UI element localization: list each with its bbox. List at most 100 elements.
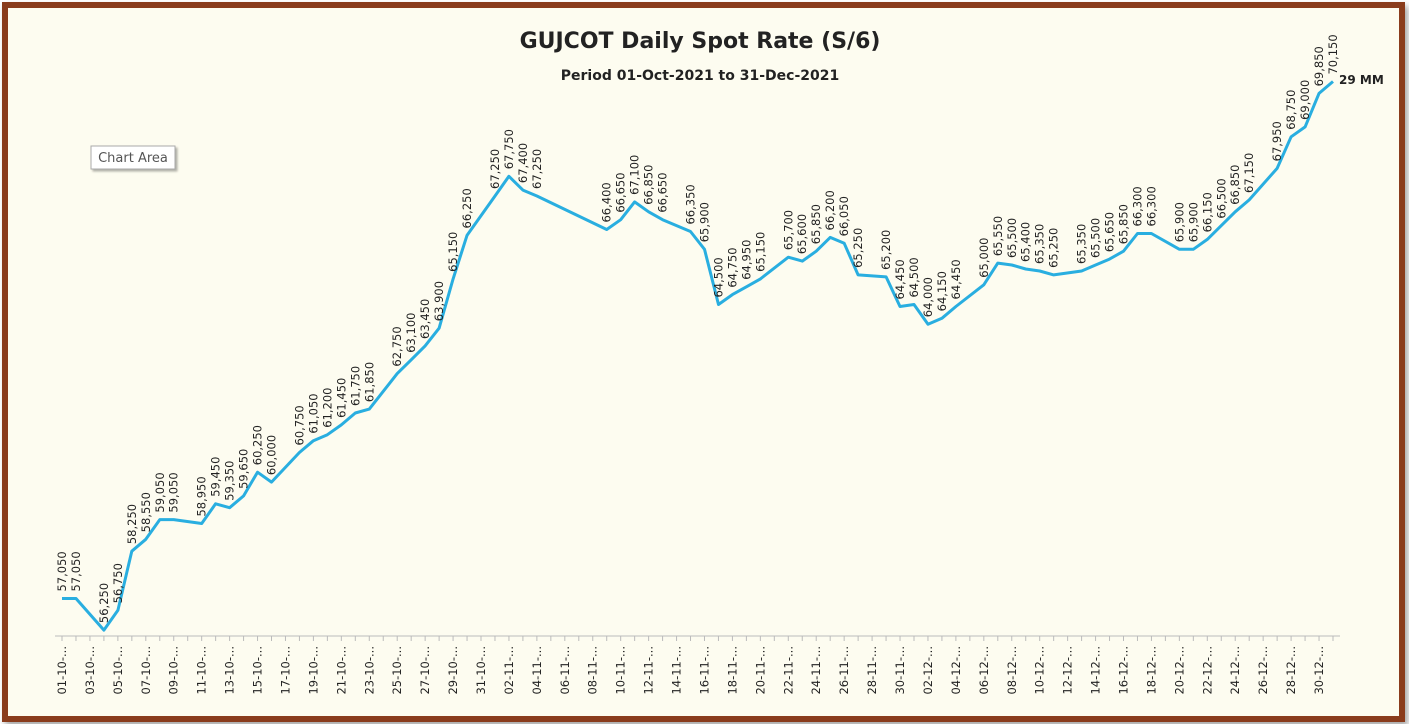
x-tick-label: 29-10-... (446, 646, 460, 695)
line (62, 80, 1334, 632)
data-label: 70,150 (1326, 34, 1340, 74)
data-label: 66,250 (460, 188, 474, 228)
data-label: 69,850 (1312, 46, 1326, 86)
data-label: 67,150 (1242, 153, 1256, 193)
x-tick-label: 02-11-... (502, 646, 516, 695)
tooltip-box (90, 145, 176, 170)
data-label: 65,350 (1075, 224, 1089, 264)
data-label: 61,850 (362, 362, 376, 402)
x-tick-label: 04-11-... (530, 646, 544, 695)
data-label: 64,450 (893, 259, 907, 299)
data-label: 62,750 (390, 326, 404, 366)
x-tick-label: 30-11-... (893, 646, 907, 695)
data-label: 56,750 (111, 563, 125, 603)
x-tick-label: 13-10-... (223, 646, 237, 695)
x-tick-label: 24-11-... (809, 646, 823, 695)
data-label: 64,450 (949, 259, 963, 299)
data-label: 66,050 (837, 196, 851, 236)
x-tick-label: 11-10-... (195, 646, 209, 695)
x-tick-label: 28-11-... (865, 646, 879, 695)
tooltip: Chart Area (98, 151, 168, 166)
data-label: 67,250 (488, 149, 502, 189)
x-tick-label: 05-10-... (111, 646, 125, 695)
data-label: 63,900 (432, 281, 446, 321)
data-label: 65,900 (1172, 202, 1186, 242)
data-label: 66,150 (1200, 192, 1214, 232)
x-tick-label: 20-12-... (1172, 646, 1186, 695)
x-tick-label: 21-10-... (334, 646, 348, 695)
x-tick-label: 14-11-... (670, 646, 684, 695)
data-label: 65,600 (795, 214, 809, 254)
data-label: 66,650 (656, 172, 670, 212)
data-label: 59,650 (237, 449, 251, 489)
x-tick-label: 26-12-... (1256, 646, 1270, 695)
data-label: 65,900 (1186, 202, 1200, 242)
x-tick-label: 28-12-... (1284, 646, 1298, 695)
x-tick-label: 15-10-... (251, 646, 265, 695)
data-label: 65,350 (1033, 224, 1047, 264)
data-label: 67,750 (502, 129, 516, 169)
data-label: 64,750 (725, 247, 739, 287)
data-label: 61,450 (334, 378, 348, 418)
data-label: 67,100 (628, 155, 642, 195)
data-label: 61,050 (306, 393, 320, 433)
data-label: 65,900 (697, 202, 711, 242)
data-label: 65,650 (1103, 212, 1117, 252)
x-tick-label: 18-12-... (1144, 646, 1158, 695)
x-tick-label: 16-11-... (697, 646, 711, 695)
x-tick-label: 22-11-... (781, 646, 795, 695)
data-label: 60,250 (251, 425, 265, 465)
data-label: 66,500 (1214, 178, 1228, 218)
data-label: 66,300 (1144, 186, 1158, 226)
x-tick-label: 09-10-... (167, 646, 181, 695)
data-label: 65,000 (977, 238, 991, 278)
x-tick-label: 22-12-... (1200, 646, 1214, 695)
x-tick-label: 19-10-... (306, 646, 320, 695)
x-tick-label: 02-12-... (921, 646, 935, 695)
data-label: 66,350 (684, 184, 698, 224)
data-label: 61,750 (348, 366, 362, 406)
data-label: 59,450 (209, 457, 223, 497)
x-tick-label: 06-11-... (558, 646, 572, 695)
data-label: 61,200 (320, 387, 334, 427)
x-tick-label: 31-10-... (474, 646, 488, 695)
data-label: 65,700 (781, 210, 795, 250)
data-label: 56,250 (97, 583, 111, 623)
x-tick-label: 26-11-... (837, 646, 851, 695)
x-tick-label: 04-12-... (949, 646, 963, 695)
data-label: 65,400 (1019, 222, 1033, 262)
data-label: 69,000 (1298, 80, 1312, 120)
x-tick-label: 30-12-... (1312, 646, 1326, 695)
chart-subtitle: Period 01-Oct-2021 to 31-Dec-2021 (561, 68, 839, 84)
data-label: 64,500 (711, 257, 725, 297)
data-label: 58,550 (139, 492, 153, 532)
data-label: 65,250 (1047, 228, 1061, 268)
data-label: 66,200 (823, 190, 837, 230)
data-label: 68,750 (1284, 90, 1298, 130)
data-label: 59,050 (153, 472, 167, 512)
data-label: 60,000 (265, 435, 279, 475)
chart-title: GUJCOT Daily Spot Rate (S/6) (520, 29, 881, 54)
x-tick-label: 27-10-... (418, 646, 432, 695)
data-label: 59,350 (223, 460, 237, 500)
data-label: 66,300 (1130, 186, 1144, 226)
x-tick-label: 07-10-... (139, 646, 153, 695)
x-tick-label: 08-11-... (586, 646, 600, 695)
x-tick-label: 17-10-... (278, 646, 292, 695)
data-label: 67,250 (530, 149, 544, 189)
x-tick-label: 18-11-... (725, 646, 739, 695)
data-label: 64,150 (935, 271, 949, 311)
annotation: 29 MM (1339, 73, 1384, 87)
x-tick-label: 01-10-... (55, 646, 69, 695)
data-label: 64,500 (907, 257, 921, 297)
x-tick-label: 20-11-... (753, 646, 767, 695)
data-label: 67,950 (1270, 121, 1284, 161)
data-label: 63,450 (418, 299, 432, 339)
data-label: 58,250 (125, 504, 139, 544)
x-tick-label: 12-12-... (1061, 646, 1075, 695)
x-tick-label: 24-12-... (1228, 646, 1242, 695)
data-label: 65,250 (851, 228, 865, 268)
data-label: 66,850 (642, 165, 656, 205)
x-tick-label: 03-10-... (83, 646, 97, 695)
